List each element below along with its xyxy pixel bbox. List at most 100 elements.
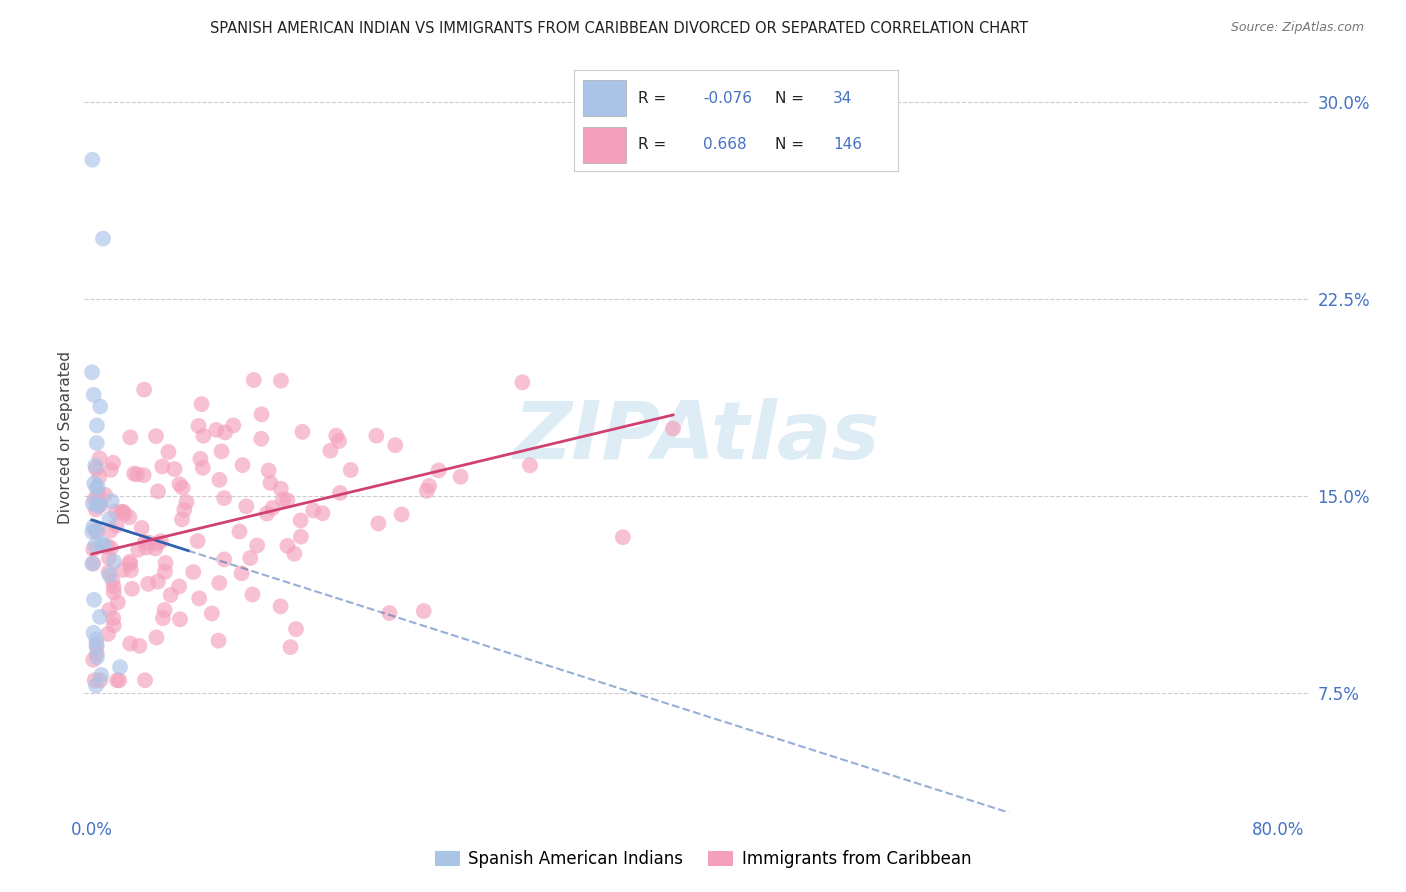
Point [122, 467, 145, 481]
Point [285, 622, 308, 636]
Point [83, 592, 105, 607]
Point [302, 503, 325, 517]
Point [90, 498, 112, 512]
Point [262, 500, 284, 515]
Point [82, 519, 104, 533]
Point [155, 556, 177, 570]
Point [134, 383, 156, 397]
Point [190, 397, 212, 411]
Point [159, 588, 181, 602]
Point [89, 610, 111, 624]
Point [270, 374, 292, 388]
Point [146, 536, 169, 550]
Point [259, 475, 281, 490]
Point [118, 510, 141, 524]
Point [111, 563, 134, 577]
Point [96, 539, 118, 553]
Point [120, 563, 142, 577]
Point [93, 538, 115, 552]
Point [83, 673, 105, 688]
Point [157, 445, 180, 459]
Point [384, 438, 406, 452]
Point [276, 493, 298, 508]
Y-axis label: Divorced or Separated: Divorced or Separated [58, 351, 73, 524]
Point [242, 373, 264, 387]
Point [82, 557, 104, 571]
Point [270, 599, 292, 614]
Point [125, 467, 148, 482]
Point [97, 550, 120, 565]
Text: SPANISH AMERICAN INDIAN VS IMMIGRANTS FROM CARIBBEAN DIVORCED OR SEPARATED CORRE: SPANISH AMERICAN INDIAN VS IMMIGRANTS FR… [209, 21, 1028, 36]
Point [82, 557, 104, 571]
Point [89, 451, 111, 466]
Point [86, 638, 108, 652]
Point [150, 459, 173, 474]
Point [412, 604, 434, 618]
Point [173, 503, 195, 517]
Point [87, 487, 110, 501]
Point [242, 587, 264, 601]
Point [103, 554, 125, 568]
Point [222, 418, 245, 433]
Point [152, 611, 174, 625]
Point [329, 486, 352, 500]
Point [120, 430, 142, 444]
Point [187, 534, 209, 549]
Point [83, 492, 105, 507]
Point [662, 421, 685, 435]
Point [208, 576, 231, 591]
Point [82, 653, 104, 667]
Point [135, 541, 157, 555]
Point [191, 460, 214, 475]
Point [86, 524, 108, 539]
Point [84, 524, 107, 538]
Point [211, 444, 233, 458]
Point [270, 482, 292, 496]
Point [105, 518, 128, 533]
Point [143, 541, 166, 556]
Point [170, 512, 193, 526]
Point [118, 555, 141, 569]
Point [103, 580, 125, 594]
Point [134, 673, 156, 688]
Point [291, 425, 314, 439]
Point [176, 495, 198, 509]
Point [181, 565, 204, 579]
Point [86, 647, 108, 661]
Point [163, 462, 186, 476]
Point [145, 631, 167, 645]
Text: ZIPAtlas: ZIPAtlas [513, 398, 879, 476]
Point [366, 428, 388, 442]
Point [94, 488, 117, 502]
Point [100, 541, 122, 555]
Point [228, 524, 250, 539]
Point [97, 627, 120, 641]
Point [138, 535, 160, 549]
Point [83, 388, 105, 402]
Point [97, 565, 120, 579]
Point [82, 542, 104, 557]
Point [103, 618, 125, 632]
Point [84, 538, 107, 552]
Point [146, 574, 169, 589]
Point [290, 530, 312, 544]
Point [83, 476, 105, 491]
Point [100, 524, 122, 538]
Point [172, 481, 194, 495]
Point [188, 591, 211, 606]
Point [276, 539, 298, 553]
Point [450, 469, 472, 483]
Point [214, 425, 236, 440]
Point [82, 524, 104, 539]
Point [128, 639, 150, 653]
Point [212, 552, 235, 566]
Point [100, 463, 122, 477]
Point [136, 577, 159, 591]
Point [212, 491, 235, 505]
Point [132, 468, 155, 483]
Point [101, 456, 124, 470]
Point [108, 673, 131, 688]
Point [86, 524, 108, 538]
Point [121, 582, 143, 596]
Point [169, 477, 191, 491]
